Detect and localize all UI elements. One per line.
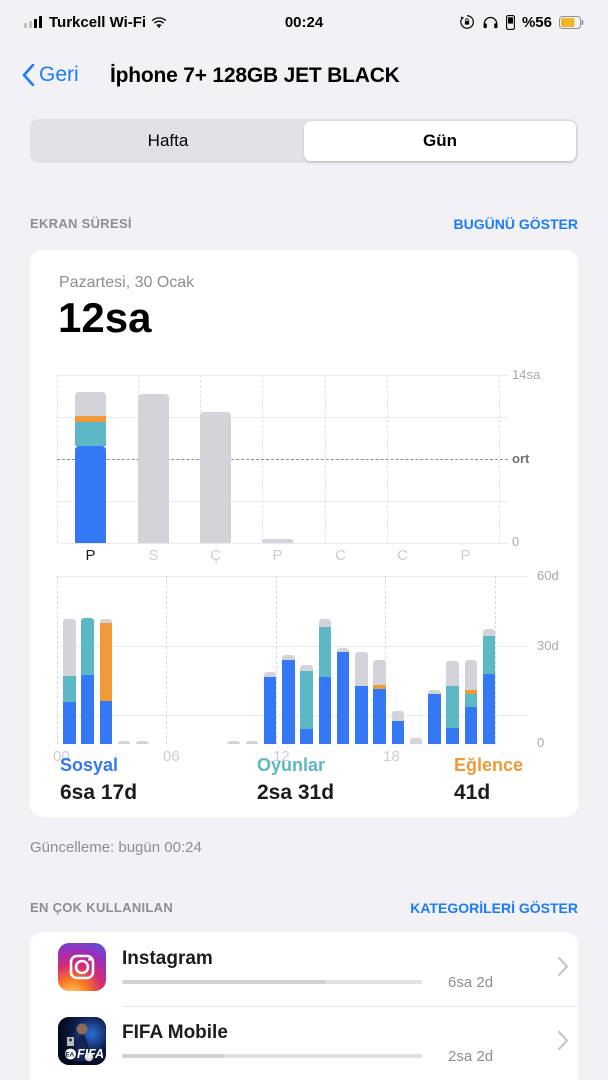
svg-text:FIFA: FIFA — [77, 1047, 104, 1061]
svg-text:EA: EA — [65, 1051, 74, 1058]
